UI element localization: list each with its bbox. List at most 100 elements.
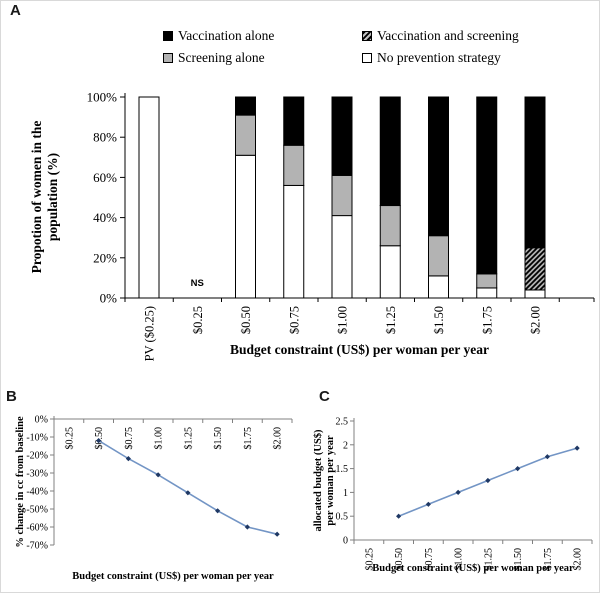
x-tick-label: $2.00 — [273, 427, 284, 450]
y-axis-title: allocated budget (US$) — [313, 429, 324, 532]
x-tick-label: $0.25 — [191, 306, 205, 334]
bar-segment — [379, 205, 401, 247]
y-tick-label: 2 — [343, 440, 348, 451]
y-tick-label: -20% — [26, 451, 48, 462]
y-tick-label: 40% — [93, 210, 117, 225]
data-point-marker — [274, 531, 280, 537]
bar-segment — [524, 96, 546, 249]
x-axis-title: Budget constraint (US$) per woman per ye… — [230, 342, 489, 357]
bar-segment — [331, 215, 353, 299]
data-point-marker — [574, 445, 580, 451]
x-tick-label: $2.00 — [573, 548, 584, 571]
bar-segment — [235, 154, 256, 299]
y-tick-label: 80% — [93, 130, 117, 145]
y-tick-label: -50% — [26, 505, 48, 516]
legend-label-vaccination-and-screening: Vaccination and screening — [377, 28, 519, 43]
y-tick-label: 20% — [93, 250, 117, 265]
x-tick-label: $0.50 — [394, 548, 405, 571]
bar-segment — [331, 96, 353, 176]
x-tick-label: $0.50 — [94, 427, 105, 450]
x-tick-label: $1.00 — [336, 306, 350, 334]
bar-segment — [476, 287, 498, 299]
bar-segment — [476, 96, 498, 275]
y-tick-label: -30% — [26, 469, 48, 480]
y-tick-label: 0 — [343, 536, 348, 547]
y-tick-label: -70% — [26, 541, 48, 552]
x-tick-label: $0.50 — [239, 306, 253, 334]
x-tick-label: $1.50 — [513, 548, 524, 571]
x-tick-label: $2.00 — [529, 306, 543, 334]
x-tick-label: $0.75 — [124, 427, 135, 450]
y-tick-label: -40% — [26, 487, 48, 498]
x-axis-title: Budget constraint (US$) per woman per ye… — [372, 563, 574, 574]
black-square-swatch-icon — [163, 31, 173, 41]
legend-item-screening-alone: Screening alone — [163, 50, 362, 66]
bar-segment — [428, 96, 449, 237]
x-tick-label: $1.25 — [183, 427, 194, 450]
line-chart-panel-c: 0 0.5 1 1.5 2 2.5 $0.25 $0.50 $0.75 $1.00 $1.25 $1.… — [313, 417, 593, 574]
y-tick-label: 2.5 — [336, 417, 349, 428]
bar-segment — [235, 96, 256, 116]
series-line — [98, 439, 278, 535]
bar-segment — [283, 96, 305, 146]
bar-segment — [379, 245, 401, 299]
legend-label-no-prevention-strategy: No prevention strategy — [377, 50, 501, 65]
bar-segment — [524, 289, 546, 299]
y-tick-label: 0% — [35, 415, 48, 426]
x-tick-label: $1.50 — [213, 427, 224, 450]
bar-segment — [428, 235, 449, 277]
y-axis-title: per woman per year — [325, 435, 336, 526]
y-axis-title: Propotion of women in the — [29, 121, 44, 274]
gray-square-swatch-icon — [163, 53, 173, 63]
data-point-marker — [455, 489, 461, 495]
x-tick-label: $1.75 — [243, 427, 254, 450]
x-tick-label: $1.50 — [432, 306, 446, 334]
bar-segment — [379, 96, 401, 207]
bar-segment — [428, 275, 449, 299]
legend-label-vaccination-alone: Vaccination alone — [178, 28, 275, 43]
legend: Vaccination alone Vaccination and screen… — [163, 28, 519, 66]
data-point-marker — [485, 477, 491, 484]
bar-segment — [331, 174, 353, 217]
panel-a-label: A — [10, 2, 21, 19]
bar-segment — [476, 273, 498, 289]
x-tick-label: $0.75 — [287, 306, 301, 334]
data-point-marker — [396, 513, 402, 519]
legend-item-no-prevention-strategy: No prevention strategy — [362, 50, 519, 66]
legend-item-vaccination-alone: Vaccination alone — [163, 28, 362, 44]
ns-annotation: NS — [191, 278, 204, 289]
bar-segment — [235, 114, 256, 156]
x-tick-label: $1.25 — [384, 306, 398, 334]
bar-segment — [138, 96, 160, 299]
y-tick-label: 100% — [87, 90, 118, 105]
y-axis-title: population (%) — [45, 153, 60, 241]
y-tick-label: 1 — [343, 488, 348, 499]
y-tick-label: -60% — [26, 523, 48, 534]
white-square-swatch-icon — [362, 53, 372, 63]
panel-b-label: B — [6, 388, 17, 405]
legend-label-screening-alone: Screening alone — [178, 50, 265, 65]
bar-segment — [283, 184, 305, 299]
bar-segment — [524, 247, 546, 291]
y-axis-title: % change in cc from baseline — [15, 416, 26, 548]
x-tick-label: $1.00 — [154, 427, 165, 450]
x-tick-label: $0.25 — [64, 427, 75, 450]
data-point-marker — [544, 454, 550, 460]
data-point-marker — [425, 501, 431, 507]
x-tick-label: $1.00 — [454, 548, 465, 571]
x-tick-label: $0.25 — [364, 548, 375, 571]
data-point-marker — [215, 508, 221, 514]
y-tick-label: -10% — [26, 433, 48, 444]
x-axis-title: Budget constraint (US$) per woman per ye… — [72, 571, 274, 582]
data-point-marker — [244, 524, 250, 530]
x-tick-label: PV ($0.25) — [143, 306, 157, 361]
y-tick-label: 0.5 — [336, 512, 349, 523]
y-tick-label: 60% — [93, 170, 117, 185]
panel-c-label: C — [319, 388, 330, 405]
stacked-bar-chart-panel-a: 0% 20% 40% 60% 80% 100% PV ($0.25) $0.25 $0.50 $0… — [29, 90, 595, 361]
legend-item-vaccination-and-screening: Vaccination and screening — [362, 28, 519, 44]
line-chart-panel-b: 0% -10% -20% -30% -40% -50% -60% -70% $0.25 $0.50… — [15, 415, 293, 582]
x-tick-label: $0.75 — [424, 548, 435, 571]
x-tick-label: $1.75 — [543, 548, 554, 571]
